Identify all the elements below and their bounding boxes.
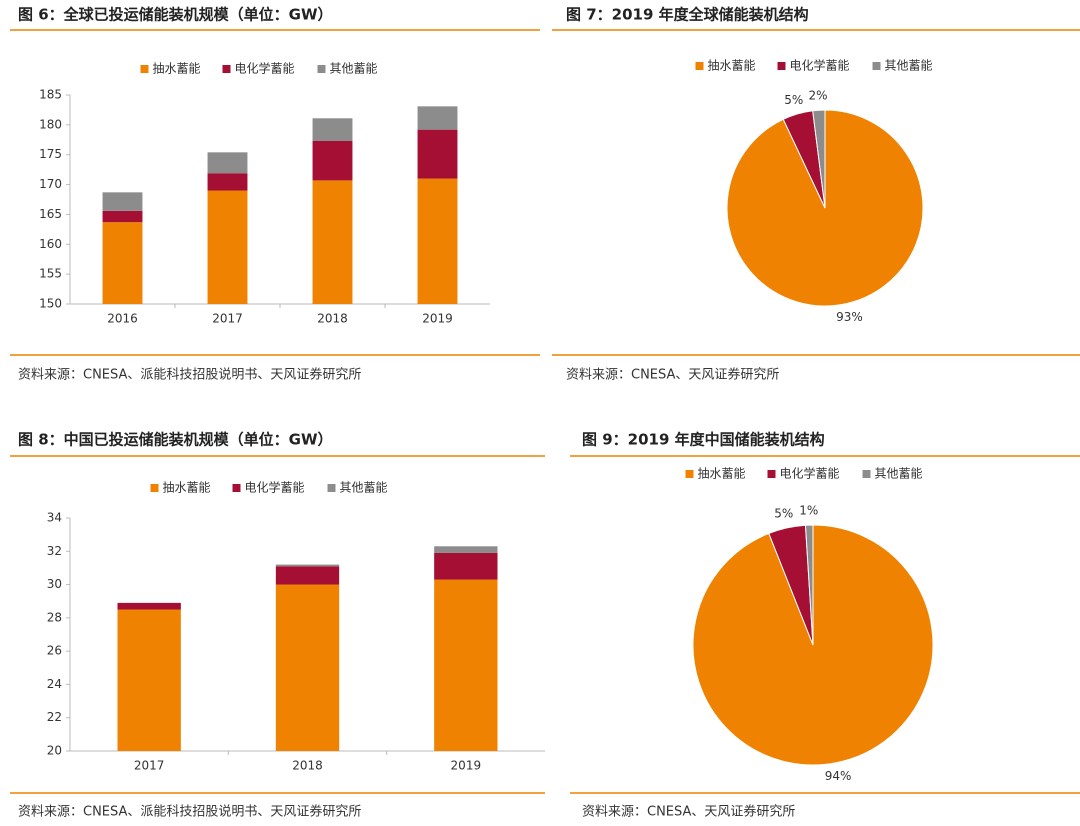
y-tick-label: 24	[47, 677, 62, 691]
x-tick-label: 2018	[317, 312, 348, 326]
source-note: 资料来源：CNESA、天风证券研究所	[582, 804, 795, 820]
legend-label: 抽水蓄能	[163, 481, 211, 495]
slice-label: 93%	[836, 310, 863, 324]
slice-label: 2%	[808, 89, 827, 103]
y-tick-label: 28	[47, 610, 62, 624]
y-tick-label: 180	[39, 117, 62, 131]
x-tick-label: 2019	[451, 759, 482, 773]
y-tick-label: 32	[47, 544, 62, 558]
y-tick-label: 155	[39, 267, 62, 281]
source-note: 资料来源：CNESA、天风证券研究所	[566, 367, 779, 383]
legend-swatch	[150, 484, 159, 492]
y-tick-label: 26	[47, 644, 62, 658]
legend-label: 电化学蓄能	[235, 61, 295, 76]
legend-swatch	[222, 65, 231, 73]
bar-segment	[417, 106, 458, 130]
bar-segment	[434, 552, 498, 580]
slice-label: 5%	[774, 507, 793, 521]
x-tick-label: 2016	[107, 312, 138, 326]
legend-swatch	[872, 62, 881, 70]
bar-segment	[207, 173, 248, 191]
y-tick-label: 22	[47, 710, 62, 724]
y-tick-label: 150	[39, 297, 62, 311]
chart-title: 图 8：中国已投运储能装机规模（单位：GW）	[18, 431, 333, 449]
chart-title: 图 9：2019 年度中国储能装机结构	[582, 431, 825, 449]
pie-slice	[812, 109, 826, 209]
y-tick-label: 160	[39, 237, 62, 251]
source-note: 资料来源：CNESA、派能科技招股说明书、天风证券研究所	[18, 367, 361, 383]
legend-label: 电化学蓄能	[780, 466, 840, 481]
bar-segment	[312, 140, 353, 181]
bar-segment	[102, 192, 143, 211]
bar-segment	[207, 152, 248, 174]
legend-swatch	[777, 62, 786, 70]
legend-label: 抽水蓄能	[708, 59, 756, 73]
bar-segment	[417, 129, 458, 179]
x-tick-label: 2017	[212, 312, 243, 326]
legend-label: 电化学蓄能	[245, 480, 305, 495]
legend-swatch	[862, 470, 871, 478]
legend-label: 抽水蓄能	[153, 62, 201, 76]
bar-segment	[102, 210, 143, 223]
x-tick-label: 2018	[292, 759, 323, 773]
bar-segment	[117, 609, 181, 751]
x-tick-label: 2019	[422, 312, 453, 326]
legend-swatch	[327, 484, 336, 492]
legend-label: 其他蓄能	[330, 62, 378, 76]
bar-segment	[207, 190, 248, 304]
slice-label: 5%	[784, 93, 803, 107]
bar-segment	[417, 178, 458, 304]
y-tick-label: 20	[47, 744, 62, 758]
legend-label: 抽水蓄能	[698, 467, 746, 481]
slice-label: 1%	[799, 504, 818, 518]
y-tick-label: 175	[39, 147, 62, 161]
bar-segment	[102, 222, 143, 304]
legend-swatch	[232, 484, 241, 492]
legend-label: 电化学蓄能	[790, 58, 850, 73]
bar-segment	[117, 602, 181, 610]
y-tick-label: 170	[39, 177, 62, 191]
source-note: 资料来源：CNESA、派能科技招股说明书、天风证券研究所	[18, 804, 361, 820]
legend-label: 其他蓄能	[340, 481, 388, 495]
chart-title: 图 7：2019 年度全球储能装机结构	[566, 6, 809, 24]
legend-swatch	[695, 62, 704, 70]
bar-segment	[275, 564, 340, 567]
bar-segment	[312, 118, 353, 141]
y-tick-label: 34	[47, 511, 62, 525]
bar-segment	[275, 584, 340, 751]
slice-label: 94%	[825, 769, 852, 783]
y-tick-label: 165	[39, 207, 62, 221]
legend-swatch	[140, 65, 149, 73]
pie-slice	[692, 524, 934, 766]
legend-swatch	[767, 470, 776, 478]
y-tick-label: 30	[47, 577, 62, 591]
legend-swatch	[685, 470, 694, 478]
chart-title: 图 6：全球已投运储能装机规模（单位：GW）	[18, 6, 333, 24]
legend-label: 其他蓄能	[885, 59, 933, 73]
bar-segment	[434, 579, 498, 751]
legend-swatch	[317, 65, 326, 73]
bar-segment	[434, 546, 498, 553]
bar-segment	[312, 180, 353, 304]
x-tick-label: 2017	[134, 759, 165, 773]
y-tick-label: 185	[39, 88, 62, 102]
legend-label: 其他蓄能	[875, 467, 923, 481]
pie-slice	[804, 524, 814, 646]
bar-segment	[275, 566, 340, 585]
